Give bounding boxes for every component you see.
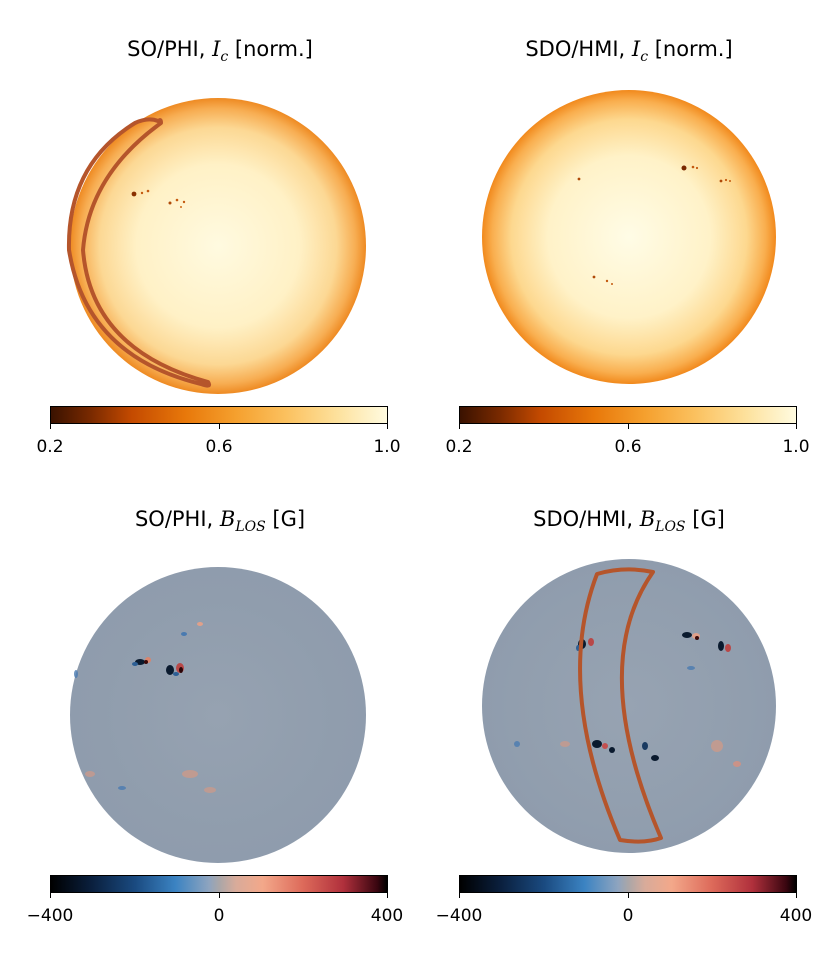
- magnetic-region: [179, 667, 183, 673]
- panel-title-phi-ic: SO/PHI, Ic [norm.]: [127, 37, 313, 65]
- magnetic-region: [642, 742, 648, 750]
- colorbar-tick-label: 0.2: [36, 437, 64, 457]
- colorbar-tick-label: −400: [26, 906, 74, 926]
- sunspot: [724, 178, 728, 182]
- colorbar-tick: [459, 893, 460, 898]
- magnetic-region: [182, 770, 198, 778]
- sunspot: [729, 180, 731, 182]
- sunspot: [681, 165, 687, 171]
- sunspot: [611, 283, 613, 285]
- magnetic-region: [173, 672, 179, 676]
- panel-title-hmi-blos: SDO/HMI, BLOS [G]: [533, 507, 725, 535]
- colorbar-tick: [796, 424, 797, 429]
- magnetic-region: [609, 747, 615, 753]
- sunspot: [131, 191, 137, 197]
- colorbar-tick-label: 0: [213, 906, 225, 926]
- magnetic-region: [725, 644, 731, 652]
- sunspot: [605, 279, 609, 283]
- contour-crescent: [66, 117, 212, 388]
- sunspot: [175, 198, 179, 202]
- magnetic-region: [197, 622, 203, 626]
- sunspot: [719, 179, 723, 183]
- magnetic-region: [592, 740, 602, 748]
- sunspot: [180, 206, 182, 208]
- colorbar-tick: [50, 424, 51, 429]
- magnetic-region: [733, 761, 741, 767]
- magnetic-region: [514, 741, 520, 747]
- colorbar-tick: [628, 893, 629, 898]
- colorbar-tick-label: −400: [435, 906, 483, 926]
- colorbar-tick-label: 400: [370, 906, 404, 926]
- panel-title-phi-blos: SO/PHI, BLOS [G]: [134, 507, 306, 535]
- colorbar-tick-label: 0.2: [445, 437, 473, 457]
- colorbar-blos-left: [50, 875, 388, 893]
- colorbar-tick: [219, 424, 220, 429]
- sunspot: [168, 201, 172, 205]
- colorbar-blos-right: [459, 875, 797, 893]
- magnetic-region: [85, 771, 95, 777]
- colorbar-tick-label: 0.6: [205, 437, 233, 457]
- magnetic-region: [132, 662, 138, 666]
- sunspot: [695, 166, 699, 170]
- sunspot: [577, 177, 581, 181]
- phi-blos-disk-image: [70, 567, 366, 863]
- magnetic-region: [682, 632, 692, 638]
- solar-disk: [482, 90, 776, 384]
- magnetic-region: [695, 636, 699, 640]
- colorbar-tick: [50, 893, 51, 898]
- magnetic-region: [718, 641, 724, 651]
- colorbar-tick: [387, 893, 388, 898]
- colorbar-tick-label: 1.0: [373, 437, 401, 457]
- solar-disk: [482, 559, 776, 853]
- hmi-ic-disk-image: [482, 90, 776, 384]
- magnetic-region: [181, 632, 187, 636]
- magnetic-region: [144, 660, 148, 664]
- magnetic-region: [166, 665, 174, 675]
- hmi-blos-disk-image: [482, 559, 776, 853]
- magnetic-region: [687, 666, 695, 670]
- magnetic-region: [651, 755, 659, 761]
- colorbar-tick-label: 1.0: [782, 437, 810, 457]
- colorbar-tick: [387, 424, 388, 429]
- sunspot: [146, 189, 150, 193]
- colorbar-tick-label: 0: [622, 906, 634, 926]
- colorbar-tick-label: 400: [779, 906, 813, 926]
- magnetic-region: [602, 743, 608, 749]
- contour-crescent: [578, 567, 663, 844]
- magnetic-region: [588, 638, 594, 646]
- sunspot: [592, 275, 596, 279]
- solar-disk: [70, 98, 366, 394]
- colorbar-tick: [628, 424, 629, 429]
- magnetic-region: [560, 741, 570, 747]
- magnetic-region: [118, 786, 126, 790]
- sunspot: [182, 200, 186, 204]
- magnetic-region: [711, 740, 723, 752]
- solar-disk: [70, 567, 366, 863]
- magnetic-region: [204, 787, 216, 793]
- colorbar-ic-left: [50, 406, 388, 424]
- colorbar-tick: [796, 893, 797, 898]
- phi-ic-disk-image: [66, 98, 366, 394]
- sunspot: [691, 165, 695, 169]
- colorbar-tick: [459, 424, 460, 429]
- sunspot: [140, 191, 144, 195]
- colorbar-tick-label: 0.6: [614, 437, 642, 457]
- colorbar-ic-right: [459, 406, 797, 424]
- panel-title-hmi-ic: SDO/HMI, Ic [norm.]: [525, 37, 733, 65]
- magnetic-region: [74, 670, 78, 678]
- colorbar-tick: [219, 893, 220, 898]
